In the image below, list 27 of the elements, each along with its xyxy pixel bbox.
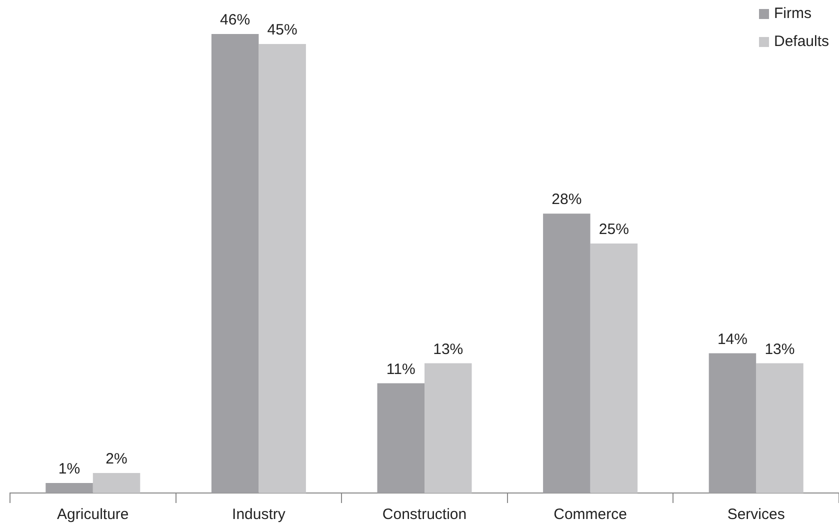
bar (258, 44, 306, 493)
bar (590, 244, 638, 493)
bar (211, 34, 259, 493)
data-label: 2% (106, 450, 128, 468)
data-label: 45% (267, 22, 298, 39)
data-label: 13% (764, 340, 795, 358)
x-tick-label: Commerce (554, 506, 627, 524)
x-tick-label: Construction (382, 506, 467, 524)
bar (92, 473, 140, 493)
data-label: 28% (552, 191, 582, 208)
bar (424, 363, 472, 493)
data-label: 14% (717, 330, 748, 348)
legend-label: Defaults (774, 33, 830, 50)
bar (46, 483, 93, 493)
data-label: 46% (220, 12, 250, 29)
bar (756, 363, 804, 493)
bar (543, 214, 590, 493)
data-label: 13% (433, 340, 464, 358)
bar (708, 353, 756, 493)
data-label: 1% (58, 460, 80, 478)
data-label: 25% (598, 221, 629, 238)
x-tick-label: Agriculture (57, 506, 129, 524)
x-tick-label: Services (727, 506, 785, 524)
x-tick-label: Industry (232, 506, 286, 524)
bar (377, 383, 424, 493)
data-label: 11% (386, 360, 416, 378)
legend-label: Firms (774, 5, 812, 22)
